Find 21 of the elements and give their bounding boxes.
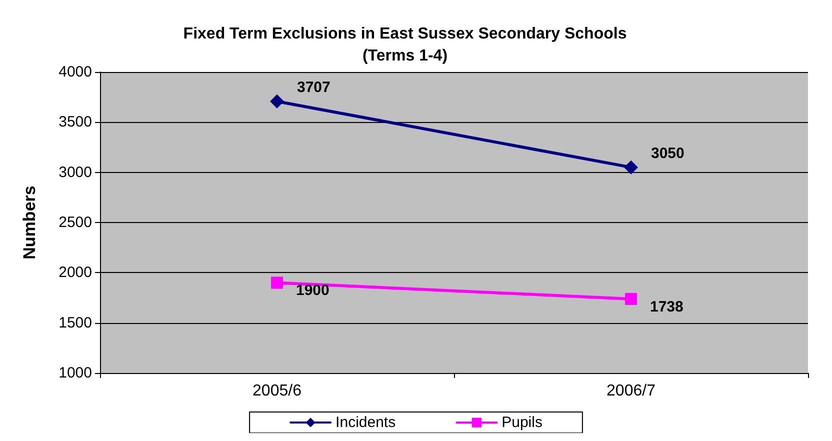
legend-label: Pupils [502,414,542,431]
point [270,94,284,108]
y-tick-label: 3500 [58,114,92,131]
data-label: 1900 [296,282,330,300]
chart-title: Fixed Term Exclusions in East Sussex Secondary Schools (Terms 1-4) [183,26,627,64]
y-tick-label: 1000 [58,364,92,382]
point [625,292,637,305]
x-tick-label: 2006/7 [606,382,656,400]
y-tick-label: 4000 [58,64,92,80]
x-tick-label: 2005/6 [252,382,302,400]
y-tick-label: 1500 [58,314,92,332]
legend-label: Incidents [336,414,396,431]
y-tick-label: 2500 [58,214,92,231]
y-tick-label: 2000 [58,264,92,282]
data-label: 3707 [297,78,330,96]
y-tick-label: 3000 [58,164,92,181]
data-label: 3050 [651,144,684,162]
data-label: 1738 [650,298,684,316]
y-axis-title: Numbers [20,186,39,260]
point [624,160,638,174]
point [271,276,283,289]
